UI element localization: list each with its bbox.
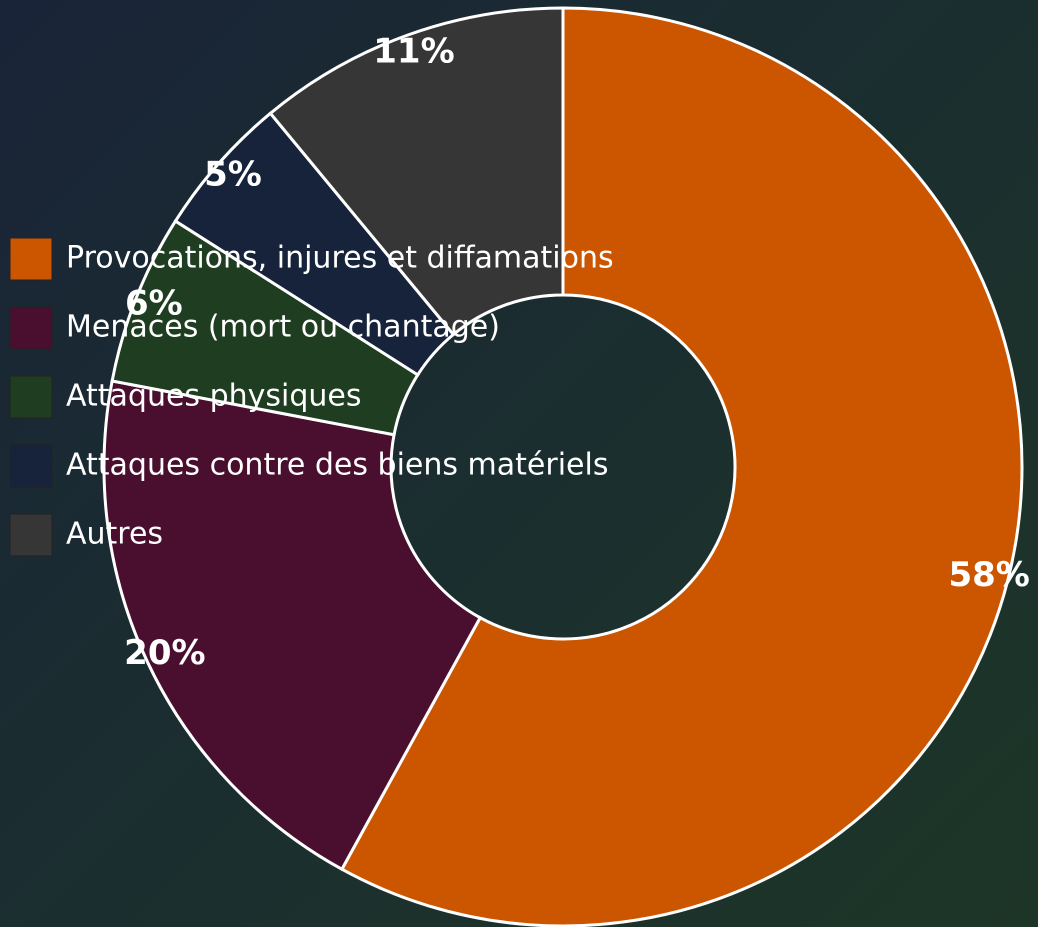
value-label: 11% — [373, 32, 454, 72]
legend-swatch — [9, 513, 53, 557]
legend-swatch — [9, 306, 53, 350]
legend-swatch — [9, 237, 53, 281]
value-label: 20% — [124, 633, 205, 673]
donut-slice — [268, 6, 565, 337]
legend-label: Autres — [66, 517, 163, 552]
value-label: 58% — [948, 555, 1029, 595]
value-label: 6% — [125, 284, 183, 324]
legend-label: Attaques contre des biens matériels — [66, 448, 608, 483]
legend-swatch — [9, 444, 53, 488]
value-label: 5% — [204, 155, 262, 195]
legend-swatch — [9, 375, 53, 419]
donut-slice — [339, 6, 1024, 927]
legend-label: Menaces (mort ou chantage) — [66, 310, 500, 345]
legend-label: Attaques physiques — [66, 379, 362, 414]
donut-slice — [102, 379, 483, 872]
legend-label: Provocations, injures et diffamations — [66, 241, 614, 276]
